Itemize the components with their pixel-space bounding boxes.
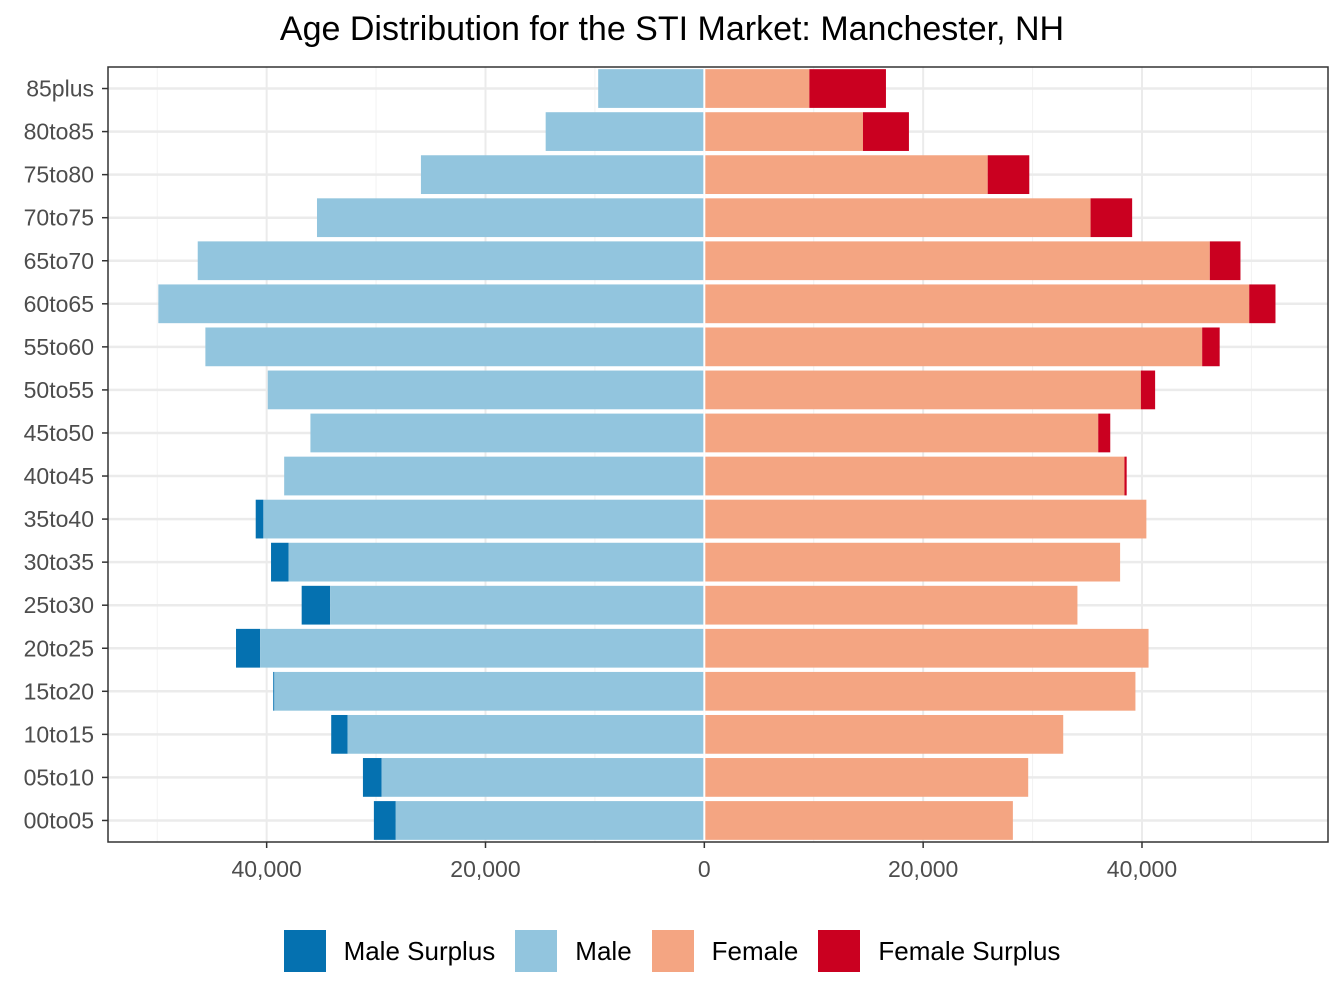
bar-male-surplus [255, 499, 264, 539]
bar-male [267, 370, 705, 410]
legend-label: Female [711, 935, 799, 966]
bar-male [545, 112, 705, 151]
y-tick-label: 10to15 [24, 721, 94, 747]
bar-female [704, 112, 863, 151]
bar-male [260, 628, 705, 668]
bar-female-surplus [1098, 413, 1111, 453]
bar-female-surplus [809, 69, 886, 108]
bar-female [704, 413, 1099, 453]
y-tick-label: 85plus [26, 76, 94, 102]
bar-male [598, 69, 705, 108]
bar-female-surplus [862, 112, 909, 151]
bar-female [704, 370, 1141, 410]
bar-male [205, 327, 705, 367]
bar-male [316, 198, 705, 238]
x-tick-label: 40,000 [1107, 856, 1177, 882]
plot-border [107, 66, 1329, 843]
x-tick-label: 20,000 [450, 856, 520, 882]
bar-male [347, 714, 705, 754]
bar-female [704, 499, 1147, 539]
x-tick-label: 20,000 [888, 856, 958, 882]
legend-item-female: Female [651, 930, 799, 972]
legend-item-male: Male [515, 930, 632, 972]
y-tick-label: 05to10 [24, 764, 94, 790]
y-tick-label: 75to80 [24, 162, 94, 188]
bar-female-surplus [1209, 241, 1241, 281]
bar-male [330, 585, 705, 625]
bar-male [197, 241, 705, 281]
legend-item-male-surplus: Male Surplus [283, 930, 496, 972]
bar-male [381, 758, 705, 797]
bar-male-surplus [236, 628, 261, 668]
bar-male-surplus [301, 585, 331, 625]
legend-label: Male [575, 935, 632, 966]
chart-title: Age Distribution for the STI Market: Man… [279, 10, 1065, 48]
bar-female-surplus [1124, 456, 1127, 496]
bar-male [420, 155, 705, 195]
legend-swatch [818, 930, 861, 972]
x-tick-label: 40,000 [231, 856, 301, 882]
bar-female [704, 585, 1078, 625]
legend-swatch [515, 930, 558, 972]
bar-male [158, 284, 705, 324]
bar-female [704, 801, 1013, 840]
y-tick-label: 45to50 [24, 420, 94, 446]
bar-female [704, 327, 1203, 367]
bar-female-surplus [1140, 370, 1156, 410]
y-tick-label: 30to35 [24, 549, 94, 575]
bar-male-surplus [373, 801, 396, 840]
y-tick-label: 65to70 [24, 248, 94, 274]
y-tick-label: 55to60 [24, 334, 94, 360]
y-tick-label: 25to30 [24, 592, 94, 618]
bar-male [263, 499, 705, 539]
bar-female-surplus [1090, 198, 1133, 238]
bar-male-surplus [331, 714, 348, 754]
bar-male-surplus [273, 671, 275, 711]
bar-female-surplus [1202, 327, 1220, 367]
y-tick-label: 40to45 [24, 463, 94, 489]
bar-female [704, 671, 1136, 711]
bar-female [704, 758, 1029, 797]
bar-female [704, 542, 1121, 582]
y-tick-label: 80to85 [24, 119, 94, 145]
bar-male-surplus [362, 758, 382, 797]
legend: Male Surplus Male Female Female Surplus [0, 930, 1344, 972]
y-tick-label: 00to05 [24, 807, 94, 833]
legend-item-female-surplus: Female Surplus [818, 930, 1060, 972]
bar-female-surplus [987, 155, 1030, 195]
y-tick-label: 35to40 [24, 506, 94, 532]
x-tick-label: 0 [698, 856, 711, 882]
bar-male [395, 801, 705, 840]
bar-female [704, 456, 1125, 496]
y-tick-label: 15to20 [24, 678, 94, 704]
bar-female [704, 714, 1064, 754]
y-tick-label: 20to25 [24, 635, 94, 661]
bar-male [288, 542, 705, 582]
y-tick-label: 50to55 [24, 377, 94, 403]
legend-swatch [283, 930, 326, 972]
bar-female [704, 284, 1250, 324]
legend-swatch [651, 930, 694, 972]
bar-male-surplus [271, 542, 289, 582]
legend-label: Male Surplus [343, 935, 496, 966]
bar-female-surplus [1249, 284, 1276, 324]
bar-female [704, 198, 1091, 238]
bar-male [274, 671, 705, 711]
y-tick-label: 70to75 [24, 205, 94, 231]
legend-label: Female Surplus [878, 935, 1061, 966]
bar-male [284, 456, 705, 496]
bar-female [704, 241, 1210, 281]
y-tick-label: 60to65 [24, 291, 94, 317]
bar-male [310, 413, 705, 453]
bar-female [704, 155, 988, 195]
plot-background [108, 67, 1328, 842]
bar-female [704, 628, 1149, 668]
bar-female [704, 69, 810, 108]
